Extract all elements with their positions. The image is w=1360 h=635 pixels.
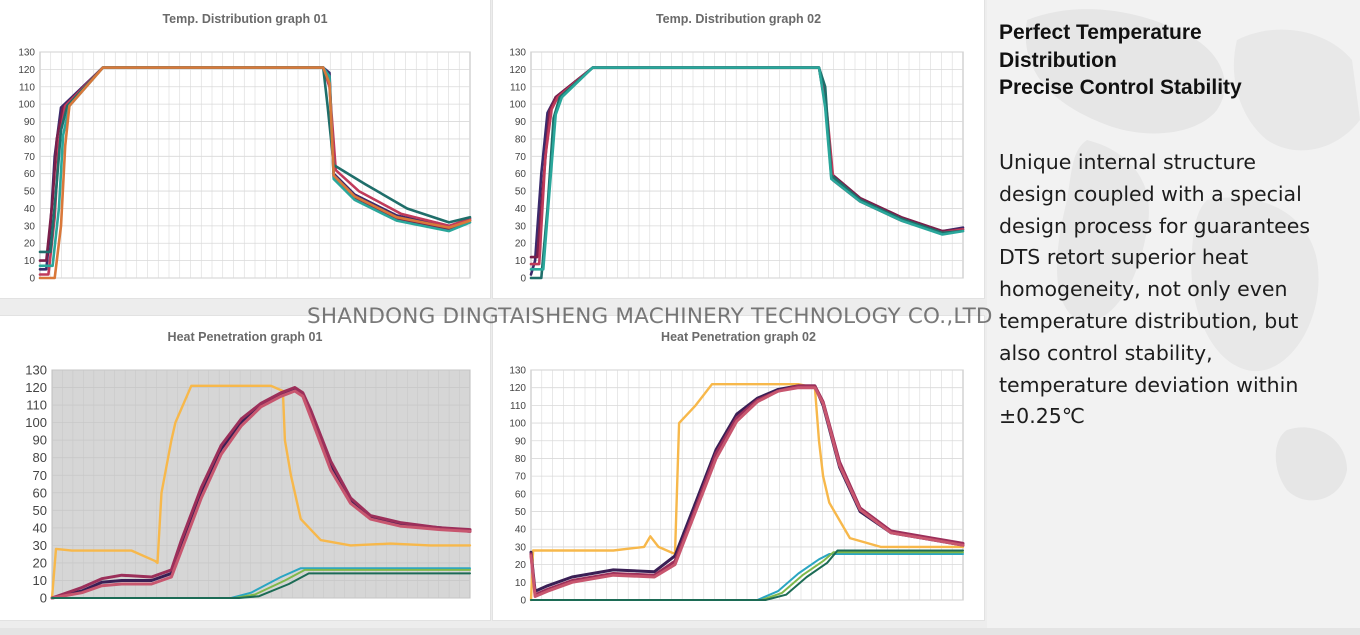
bottom-border [0, 628, 1360, 635]
series-line [529, 66, 965, 271]
chart-panel-temp-distribution-02: Temp. Distribution graph 02 0 10 20 30 40 50 6… [493, 0, 984, 298]
chart-title: Heat Penetration graph 02 [661, 330, 816, 344]
series-line [51, 572, 471, 599]
headline-line: Perfect Temperature [999, 21, 1202, 44]
y-tick-label: 30 [33, 538, 47, 553]
y-tick-label: 60 [515, 489, 527, 500]
company-watermark: SHANDONG DINGTAISHENG MACHINERY TECHNOLO… [307, 304, 993, 329]
y-tick-label: 40 [515, 525, 527, 536]
y-tick-label: 90 [24, 117, 36, 128]
y-tick-label: 10 [515, 578, 527, 589]
series-line [38, 66, 472, 280]
y-tick-label: 0 [40, 591, 47, 606]
y-tick-label: 90 [515, 117, 527, 128]
y-tick-label: 0 [520, 274, 526, 285]
description-text: Unique internal structure design coupled… [999, 147, 1339, 433]
y-tick-label: 10 [24, 256, 36, 267]
y-tick-label: 60 [33, 485, 47, 500]
series-line [529, 383, 965, 602]
y-tick-label: 20 [515, 239, 527, 250]
text-panel [987, 0, 1360, 628]
y-tick-label: 80 [33, 450, 47, 465]
chart-svg: 0 10 20 30 40 50 60 70 80 90 100 110 120 130 [25, 363, 472, 606]
chart-title: Temp. Distribution graph 01 [162, 12, 328, 26]
y-tick-label: 70 [33, 468, 47, 483]
y-tick-label: 20 [33, 555, 47, 570]
y-tick-label: 70 [24, 152, 36, 163]
y-tick-label: 120 [18, 65, 35, 76]
description-line: Unique internal structure [999, 150, 1257, 174]
y-tick-label: 70 [515, 472, 527, 483]
y-tick-label: 110 [26, 398, 47, 413]
chart-svg: 0 10 20 30 40 50 60 70 80 90 100 110 120 130 [18, 48, 472, 285]
y-tick-label: 80 [24, 134, 36, 145]
y-tick-label: 100 [25, 415, 47, 430]
headline: Perfect Temperature Distribution Precise… [999, 19, 1339, 102]
chart-title: Temp. Distribution graph 02 [655, 12, 822, 26]
description-line: DTS retort superior heat [999, 245, 1249, 270]
description-line: temperature deviation within [999, 372, 1299, 397]
chart-svg: 0 10 20 30 40 50 60 70 80 90 100 110 120 130 [509, 48, 965, 285]
y-tick-label: 110 [19, 82, 35, 93]
y-tick-label: 90 [33, 433, 47, 448]
description-line: temperature distribution, but [999, 308, 1299, 333]
headline-line: Distribution [999, 48, 1117, 72]
y-tick-label: 20 [515, 560, 527, 571]
y-tick-label: 60 [24, 169, 36, 180]
description-line: design coupled with a special [999, 181, 1302, 206]
chart-panel-temp-distribution-01: Temp. Distribution graph 01 0 10 20 30 40 50 6… [0, 0, 490, 298]
description-line: ±0.25℃ [999, 404, 1085, 429]
y-tick-label: 100 [18, 100, 35, 111]
y-tick-label: 20 [24, 239, 36, 250]
y-tick-label: 0 [520, 596, 526, 607]
y-tick-label: 0 [29, 274, 35, 285]
world-map-background [1025, 9, 1360, 501]
series-line [529, 386, 965, 598]
y-tick-label: 40 [24, 204, 36, 215]
y-tick-label: 40 [515, 204, 527, 215]
series-line [50, 384, 472, 600]
y-tick-label: 50 [33, 503, 47, 518]
y-tick-label: 110 [510, 82, 526, 93]
y-tick-label: 90 [515, 436, 527, 447]
y-tick-label: 100 [509, 100, 526, 111]
y-tick-label: 50 [515, 187, 527, 198]
y-tick-label: 10 [515, 256, 527, 267]
chart-panel-heat-penetration-02: Heat Penetration graph 02 0 10 20 30 40 50 60 7… [493, 316, 984, 620]
y-tick-label: 50 [515, 507, 527, 518]
y-tick-label: 100 [509, 419, 526, 430]
y-tick-label: 80 [515, 134, 527, 145]
chart-panel-heat-penetration-01: Heat Penetration graph 01 0 10 20 30 40 50 60 7… [0, 316, 490, 620]
y-tick-label: 120 [25, 380, 47, 395]
chart-svg: 0 10 20 30 40 50 60 70 80 90 100 110 120 130 [509, 366, 965, 607]
y-tick-label: 120 [509, 65, 526, 76]
y-tick-label: 130 [509, 366, 526, 377]
series-line [50, 389, 472, 600]
y-tick-label: 30 [515, 221, 527, 232]
y-tick-label: 50 [24, 187, 36, 198]
headline-line: Precise Control Stability [999, 76, 1242, 99]
y-tick-label: 30 [24, 221, 36, 232]
description-line: design process for guarantees [999, 213, 1311, 238]
y-tick-label: 70 [515, 152, 527, 163]
series-line [530, 549, 964, 601]
description-line: also control stability, [999, 340, 1213, 365]
y-tick-label: 30 [515, 542, 527, 553]
y-tick-label: 130 [25, 363, 47, 378]
y-tick-label: 110 [510, 401, 526, 412]
y-tick-label: 60 [515, 169, 527, 180]
y-tick-label: 40 [33, 520, 47, 535]
y-tick-label: 80 [515, 454, 527, 465]
description-line: homogeneity, not only even [999, 277, 1288, 302]
y-tick-label: 130 [509, 48, 526, 59]
y-tick-label: 120 [509, 383, 526, 394]
series-line [50, 386, 472, 600]
y-tick-label: 10 [33, 573, 47, 588]
chart-title: Heat Penetration graph 01 [167, 330, 323, 344]
y-tick-label: 130 [18, 48, 35, 59]
